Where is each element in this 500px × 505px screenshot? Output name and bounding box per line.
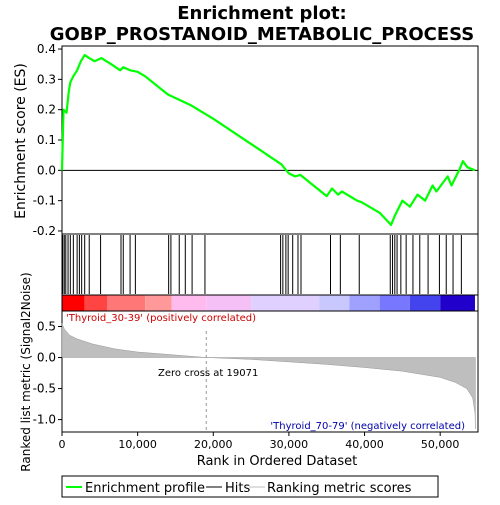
es-y-tick-label: 0.4 (37, 42, 56, 56)
hits-frame (61, 233, 479, 296)
metric-y-tick-label: 0.5 (37, 320, 56, 334)
zero-cross-label: Zero cross at 19071 (158, 368, 258, 379)
heatmap-segment (409, 295, 441, 311)
metric-y-tick-label: -1.0 (33, 413, 56, 427)
es-y-tick-label: 0.0 (37, 163, 56, 177)
legend: Enrichment profile Hits Ranking metric s… (61, 475, 439, 498)
ranking-metric-area (61, 323, 476, 429)
x-tick-label: 0 (59, 438, 66, 451)
rank-heatmap-bar (61, 294, 479, 312)
x-axis: 0 10,000 20,000 30,000 40,000 50,000 (59, 432, 460, 451)
enrichment-profile-line (60, 54, 476, 226)
heatmap-segment (349, 295, 380, 311)
es-y-tick-label: -0.1 (33, 194, 56, 208)
metric-y-tick-label: -0.5 (33, 382, 56, 396)
x-tick-label: 10,000 (118, 438, 157, 451)
x-tick-label: 40,000 (345, 438, 384, 451)
x-tick-label: 30,000 (270, 438, 309, 451)
heatmap-segment (379, 295, 410, 311)
x-tick-label: 50,000 (421, 438, 460, 451)
chart-title-line2: GOBP_PROSTANOID_METABOLIC_PROCESS (50, 24, 475, 45)
heatmap-segment (319, 295, 350, 311)
chart-title-line1: Enrichment plot: (177, 3, 347, 24)
heatmap-segment (440, 295, 475, 311)
heatmap-segment (145, 295, 172, 311)
legend-label-metric: Ranking metric scores (267, 481, 412, 496)
legend-label-enrichment: Enrichment profile (85, 481, 205, 496)
heatmap-segment (107, 295, 146, 311)
legend-label-hits: Hits (225, 481, 250, 496)
es-y-tick-label: 0.2 (37, 103, 56, 117)
x-axis-label: Rank in Ordered Dataset (197, 454, 358, 469)
metric-y-tick-label: 0.0 (37, 351, 56, 365)
x-tick-label: 20,000 (194, 438, 233, 451)
heatmap-segment (62, 295, 85, 311)
metric-y-axis-label: Ranked list metric (Signal2Noise) (19, 272, 33, 471)
metric-panel: -1.0 -0.5 0.0 0.5 (33, 310, 479, 433)
es-y-tick-label: 0.3 (37, 72, 56, 86)
heatmap-segment (206, 295, 252, 311)
hits-panel (61, 233, 479, 296)
heatmap-segment (251, 295, 320, 311)
heatmap-segment (84, 295, 108, 311)
es-y-tick-label: -0.2 (33, 224, 56, 238)
es-plot-frame (61, 45, 479, 235)
es-panel: -0.2 -0.1 0.0 0.1 0.2 0.3 0.4 (33, 42, 479, 238)
negative-class-label: 'Thyroid_70-79' (negatively correlated) (270, 421, 465, 432)
es-y-tick-label: 0.1 (37, 133, 56, 147)
positive-class-label: 'Thyroid_30-39' (positively correlated) (66, 313, 256, 324)
es-y-axis-label: Enrichment score (ES) (13, 63, 29, 219)
heatmap-segment (171, 295, 207, 311)
